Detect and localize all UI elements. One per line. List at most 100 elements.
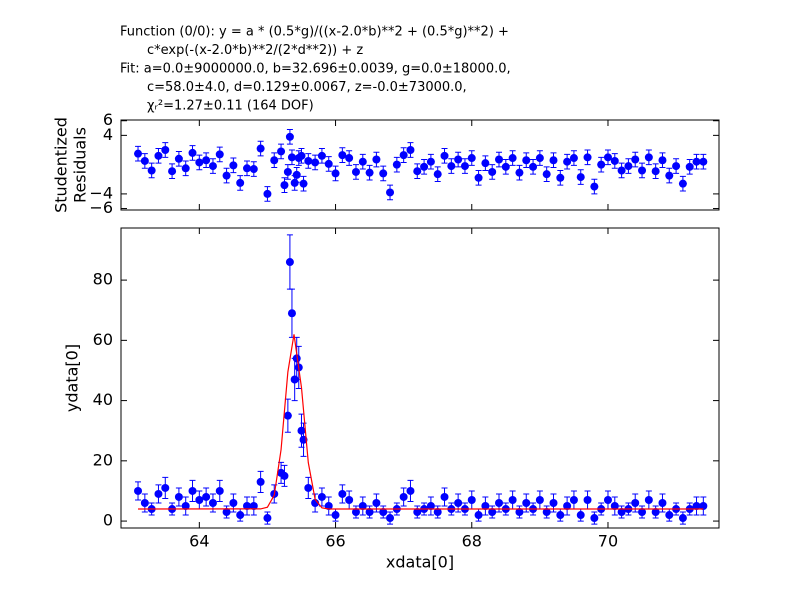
data-point	[665, 171, 674, 180]
data-point	[338, 151, 347, 160]
data-point	[603, 153, 612, 162]
y-axis-label: ydata[0]	[63, 344, 82, 412]
data-point	[556, 511, 565, 520]
data-point	[563, 502, 572, 511]
data-point	[317, 492, 326, 501]
data-point	[501, 162, 510, 171]
data-point	[299, 179, 308, 188]
data-point	[338, 489, 347, 498]
data-point	[583, 495, 592, 504]
data-point	[134, 486, 143, 495]
data-point	[386, 188, 395, 197]
data-point	[154, 151, 163, 160]
data-point	[236, 178, 245, 187]
data-point	[651, 167, 660, 176]
data-point	[569, 495, 578, 504]
data-point	[549, 499, 558, 507]
y-axis-label: Residuals	[71, 127, 90, 203]
data-point	[181, 164, 190, 173]
data-point	[678, 179, 687, 188]
data-point	[644, 495, 653, 504]
data-point	[495, 499, 504, 507]
data-point	[256, 144, 265, 153]
data-point	[474, 511, 483, 520]
data-point	[495, 155, 504, 164]
data-point	[292, 170, 301, 179]
data-point	[488, 167, 497, 176]
data-point	[542, 508, 551, 517]
data-point	[202, 492, 211, 501]
data-point	[413, 167, 422, 176]
data-point	[358, 502, 367, 511]
y-tick-label: 40	[93, 390, 113, 409]
data-point	[433, 508, 442, 517]
data-point	[610, 502, 619, 511]
data-point	[229, 499, 238, 507]
data-point	[474, 173, 483, 182]
data-point	[304, 156, 313, 165]
data-point	[617, 508, 626, 517]
x-tick-label: 66	[325, 532, 345, 551]
data-point	[365, 168, 374, 177]
data-point	[386, 514, 395, 523]
data-point	[249, 165, 258, 174]
data-point	[481, 159, 490, 168]
data-point	[535, 154, 544, 163]
data-point	[631, 155, 640, 164]
y-axis-label: Studentized	[52, 117, 71, 213]
fit-annotation: χᵣ²=1.27±0.11 (164 DOF)	[147, 99, 314, 114]
data-point	[365, 508, 374, 517]
data-point	[379, 508, 388, 517]
data-point	[426, 502, 435, 511]
data-point	[285, 258, 294, 267]
data-point	[243, 164, 252, 173]
data-point	[280, 471, 289, 480]
data-point	[372, 499, 381, 507]
fit-annotation: c*exp(-(x-2.0*b)**2/(2*d**2)) + z	[147, 43, 363, 58]
data-point	[569, 154, 578, 163]
data-point	[277, 147, 286, 156]
data-point	[556, 173, 565, 182]
data-point	[168, 167, 177, 176]
data-point	[351, 167, 360, 176]
x-axis-label: xdata[0]	[386, 553, 454, 572]
y-tick-label: 80	[93, 270, 113, 289]
data-point	[651, 508, 660, 517]
data-point	[406, 486, 415, 495]
data-point	[229, 161, 238, 170]
data-point	[488, 508, 497, 517]
data-point	[324, 159, 333, 168]
data-point	[454, 155, 463, 164]
data-point	[692, 157, 701, 166]
data-point	[529, 162, 538, 171]
data-point	[699, 502, 708, 511]
data-point	[283, 411, 292, 420]
data-point	[256, 477, 265, 486]
data-point	[181, 502, 190, 511]
data-point	[290, 178, 299, 187]
data-point	[358, 157, 367, 166]
data-point	[202, 156, 211, 165]
data-point	[426, 157, 435, 166]
y-tick-label: 60	[93, 330, 113, 349]
data-point	[263, 514, 272, 523]
data-point	[440, 151, 449, 160]
data-point	[460, 162, 469, 171]
x-tick-label: 64	[189, 532, 209, 551]
data-point	[440, 492, 449, 501]
data-point	[195, 495, 204, 504]
data-point	[590, 182, 599, 191]
data-point	[535, 495, 544, 504]
data-point	[576, 511, 585, 520]
data-point	[515, 168, 524, 177]
data-point	[154, 489, 163, 498]
data-point	[147, 166, 156, 175]
data-point	[351, 508, 360, 517]
x-tick-label: 68	[462, 532, 482, 551]
data-point	[467, 495, 476, 504]
data-point	[638, 508, 647, 517]
y-tick-label: 0	[103, 511, 113, 530]
data-point	[420, 162, 429, 171]
data-point	[603, 495, 612, 504]
